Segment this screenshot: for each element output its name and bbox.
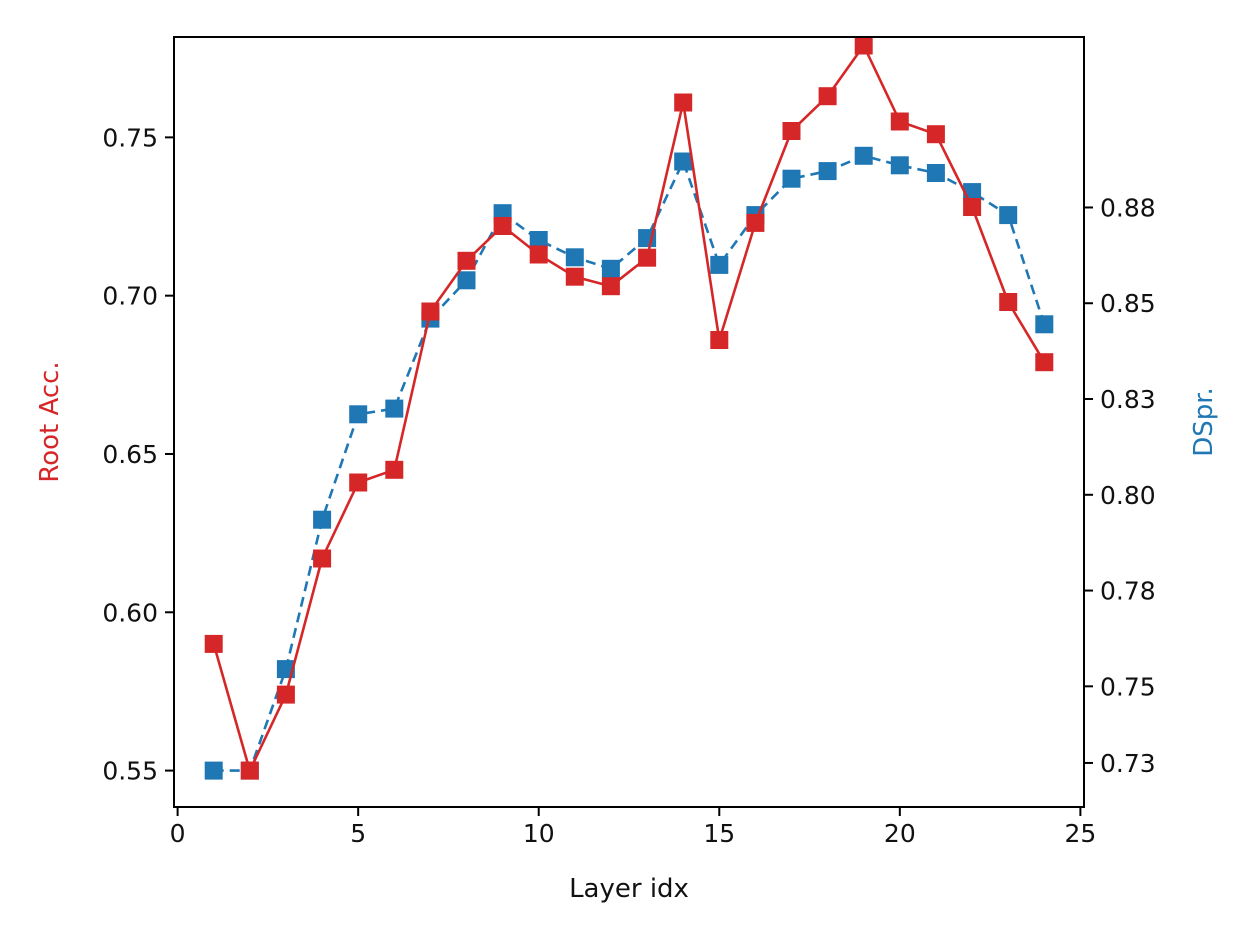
data-point-marker xyxy=(349,473,368,492)
right-y-tick-label: 0.78 xyxy=(1100,577,1156,606)
data-point-marker xyxy=(601,277,620,296)
right-y-tick-label: 0.88 xyxy=(1100,193,1156,222)
data-point-marker xyxy=(1035,315,1054,334)
x-axis-label: Layer idx xyxy=(569,874,689,904)
left-y-tick-label: 0.75 xyxy=(102,123,158,152)
data-point-marker xyxy=(674,93,693,112)
left-axis-series xyxy=(204,36,1054,780)
data-point-marker xyxy=(782,169,801,188)
data-point-marker xyxy=(204,761,223,780)
x-tick-label: 10 xyxy=(523,819,555,848)
data-point-marker xyxy=(854,146,873,165)
x-tick-label: 0 xyxy=(170,819,186,848)
data-point-marker xyxy=(818,87,837,106)
data-point-marker xyxy=(854,36,873,55)
data-point-marker xyxy=(710,255,729,274)
right-y-axis-label: DSpr. xyxy=(1189,387,1219,457)
right-y-tick-label: 0.80 xyxy=(1100,481,1156,510)
axes-layer: 0 5 10 15 20 25 0.55 0.60 0.65 0.70 0.75 0.73 0.75 0.… xyxy=(102,123,1155,848)
data-point-marker xyxy=(638,248,657,267)
data-point-marker xyxy=(926,125,945,144)
data-point-marker xyxy=(710,331,729,349)
data-point-marker xyxy=(782,122,801,140)
data-point-marker xyxy=(313,549,332,568)
x-tick-label: 15 xyxy=(703,819,735,848)
data-point-marker xyxy=(818,162,837,181)
data-point-marker xyxy=(565,267,584,286)
right-y-tick-label: 0.83 xyxy=(1100,385,1156,414)
series-line xyxy=(213,154,1046,772)
right-axis-series xyxy=(204,146,1054,780)
data-point-marker xyxy=(529,245,548,264)
x-tick-label: 25 xyxy=(1064,819,1096,848)
right-y-tick-label: 0.85 xyxy=(1100,289,1156,318)
data-point-marker xyxy=(890,112,909,131)
data-point-marker xyxy=(963,198,982,216)
data-point-marker xyxy=(746,213,765,232)
data-point-marker xyxy=(385,399,404,418)
right-y-tick-label: 0.75 xyxy=(1100,672,1156,701)
x-tick-label: 20 xyxy=(884,819,916,848)
left-y-tick-label: 0.70 xyxy=(102,282,158,311)
data-point-marker xyxy=(1035,353,1054,372)
right-y-tick-label: 0.73 xyxy=(1100,749,1156,778)
data-point-marker xyxy=(349,405,368,424)
plot-frame xyxy=(173,36,1085,808)
data-point-marker xyxy=(457,251,476,270)
data-point-marker xyxy=(674,152,693,171)
data-point-marker xyxy=(457,271,476,290)
x-tick-label: 5 xyxy=(350,819,366,848)
data-point-marker xyxy=(240,761,259,780)
left-y-tick-label: 0.65 xyxy=(102,440,158,469)
data-point-marker xyxy=(421,302,440,321)
data-point-marker xyxy=(204,634,223,653)
left-y-tick-label: 0.55 xyxy=(102,757,158,786)
data-point-marker xyxy=(926,164,945,182)
data-point-marker xyxy=(276,685,295,704)
series-layer xyxy=(204,36,1054,780)
data-point-marker xyxy=(601,259,620,278)
series-line xyxy=(212,44,1046,772)
left-y-tick-label: 0.60 xyxy=(102,598,158,627)
data-point-marker xyxy=(276,660,295,679)
data-point-marker xyxy=(999,293,1018,311)
data-point-marker xyxy=(999,206,1018,225)
data-point-marker xyxy=(565,248,584,267)
data-point-marker xyxy=(493,217,512,235)
left-y-axis-label: Root Acc. xyxy=(35,361,65,482)
data-point-marker xyxy=(313,510,332,529)
data-point-marker xyxy=(385,460,404,479)
data-point-marker xyxy=(890,156,909,175)
